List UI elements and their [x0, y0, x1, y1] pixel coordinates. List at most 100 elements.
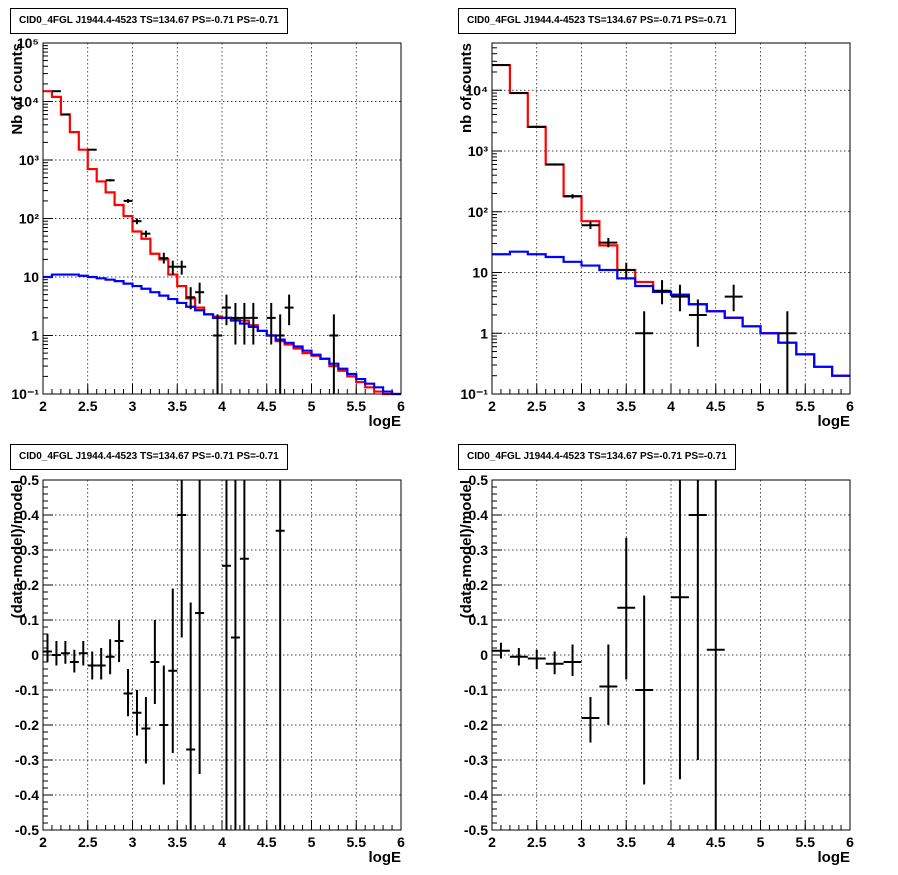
y-tick-label: -0.1: [15, 682, 39, 698]
y-tick-label: 0.5: [469, 472, 489, 488]
plot-frame: [42, 42, 402, 395]
x-tick-label: 4.5: [257, 834, 277, 850]
data-point: [581, 221, 600, 230]
data-point: [527, 649, 546, 669]
y-tick-label: 10⁴: [466, 82, 489, 98]
data-point: [492, 642, 510, 659]
y-tick-label: 10⁴: [17, 94, 40, 110]
data-point: [141, 230, 151, 238]
model-background-histogram: [492, 250, 850, 377]
data-point: [492, 64, 510, 67]
x-tick-label: 4.5: [257, 398, 277, 414]
y-tick-label: 1: [31, 328, 39, 344]
y-tick-label: 10⁻¹: [11, 386, 39, 402]
plot-frame: [42, 479, 402, 831]
x-tick-label: 6: [846, 398, 854, 414]
chart-panel-1: 2 2.5 3 3.5 4 4.5 5 5.5 6 10⁻¹ 1 10 10² 10³ 10⁴ 10⁵ logE…: [9, 35, 405, 430]
x-tick-label: 3: [129, 398, 137, 414]
data-point: [527, 125, 546, 128]
panel-title-bottom-right: CID0_4FGL J1944.4-4523 TS=134.67 PS=-0.7…: [458, 444, 736, 470]
x-tick-label: 3.5: [168, 398, 188, 414]
data-point: [239, 302, 249, 345]
y-tick-label: -0.2: [464, 717, 488, 733]
y-tick-label: 10⁻¹: [460, 386, 488, 402]
data-point: [563, 644, 582, 676]
x-tick-label: 5: [308, 834, 316, 850]
y-tick-label: 10: [472, 265, 488, 281]
x-tick-label: 5.5: [347, 398, 367, 414]
y-tick-label: 0.2: [20, 577, 40, 593]
y-tick-label: 0.1: [20, 612, 40, 628]
x-tick-label: 3.5: [168, 834, 188, 850]
y-tick-label: 0: [31, 647, 39, 663]
data-point: [635, 595, 654, 785]
y-tick-label: 1: [480, 325, 488, 341]
y-tick-label: -0.2: [15, 717, 39, 733]
data-point: [284, 294, 294, 326]
x-tick-label: 4: [667, 398, 675, 414]
x-axis-label: logE: [369, 413, 402, 430]
data-point: [69, 649, 79, 673]
y-tick-label: -0.3: [464, 752, 488, 768]
x-tick-label: 6: [397, 398, 405, 414]
data-point: [78, 641, 88, 666]
x-tick-label: 2: [488, 398, 496, 414]
data-point: [635, 311, 654, 394]
y-axis-label: Nb of counts: [9, 43, 26, 135]
data-point: [114, 620, 124, 662]
data-point: [688, 299, 707, 347]
data-point: [599, 237, 618, 248]
data-point: [329, 314, 339, 394]
data-point: [141, 697, 151, 764]
data-point: [168, 260, 178, 275]
data-point: [239, 480, 249, 830]
data-point: [195, 480, 205, 774]
data-point: [96, 648, 106, 680]
data-point: [688, 480, 707, 760]
y-tick-label: -0.4: [15, 787, 39, 803]
y-axis-label: nb of counts: [458, 43, 475, 133]
y-tick-label: 0: [480, 647, 488, 663]
data-point: [248, 302, 258, 345]
data-point: [51, 90, 61, 93]
y-tick-label: 10⁵: [17, 35, 39, 51]
x-tick-label: 3: [578, 398, 586, 414]
x-tick-label: 5: [757, 834, 765, 850]
x-tick-label: 6: [846, 834, 854, 850]
y-tick-label: 10: [23, 269, 39, 285]
x-tick-label: 2.5: [527, 834, 547, 850]
x-tick-label: 5.5: [796, 398, 816, 414]
y-tick-label: 0.3: [469, 542, 489, 558]
x-tick-label: 2.5: [527, 398, 547, 414]
data-point: [653, 280, 671, 305]
data-point: [509, 92, 528, 95]
data-point: [724, 284, 743, 312]
x-tick-label: 4: [218, 834, 226, 850]
model-total-histogram: [43, 90, 401, 396]
chart-panel-4: 2 2.5 3 3.5 4 4.5 5 5.5 6 -0.5 -0.4 -0.3 -0.2 -0.1 0 0.…: [458, 472, 854, 866]
data-point: [617, 262, 636, 279]
data-point: [222, 294, 231, 326]
x-tick-label: 3: [129, 834, 137, 850]
data-point: [275, 314, 285, 394]
data-point: [159, 665, 169, 785]
data-point: [105, 639, 115, 675]
y-tick-label: -0.4: [464, 787, 488, 803]
x-tick-label: 5: [308, 398, 316, 414]
data-point: [509, 648, 528, 666]
x-tick-label: 3.5: [617, 398, 637, 414]
data-point: [186, 602, 196, 830]
data-point: [230, 480, 240, 830]
data-point: [275, 480, 285, 830]
x-tick-label: 3: [578, 834, 586, 850]
data-point: [778, 311, 797, 394]
data-point: [60, 641, 70, 664]
y-tick-label: 0.1: [469, 612, 489, 628]
y-axis-label: (data-model)/model: [458, 480, 475, 618]
data-point: [105, 179, 115, 182]
data-point: [186, 287, 196, 310]
y-tick-label: 10²: [19, 211, 40, 227]
data-point: [195, 282, 205, 304]
plot-frame: [491, 42, 851, 395]
x-axis-label: logE: [369, 849, 402, 866]
